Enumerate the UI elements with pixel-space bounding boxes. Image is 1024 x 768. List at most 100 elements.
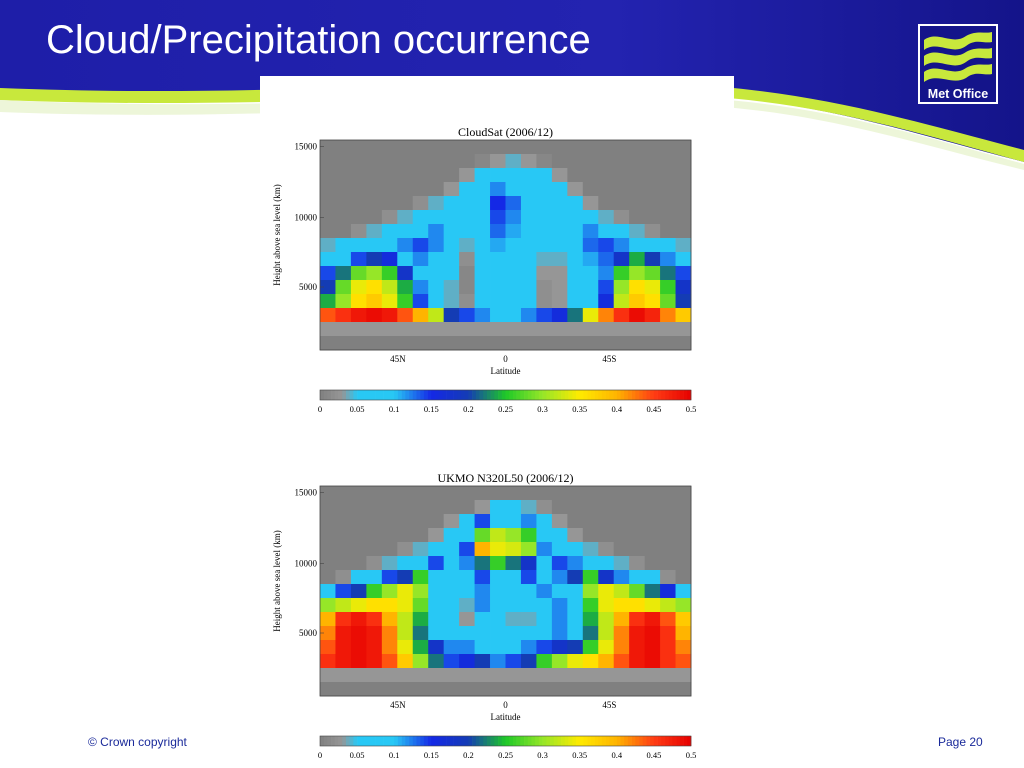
heatmap-cell [459, 486, 475, 501]
heatmap-cell [350, 308, 367, 323]
heatmap-cell [474, 280, 491, 295]
colorbar-tick-label: 0.4 [611, 404, 622, 414]
heatmap-cell [381, 182, 398, 197]
heatmap-cell [536, 682, 553, 697]
heatmap-cell [598, 308, 615, 323]
heatmap-cell [320, 612, 336, 627]
heatmap-cell [567, 154, 584, 169]
heatmap-cell [520, 626, 537, 641]
colorbar-segment [479, 736, 484, 746]
heatmap-cell [598, 336, 615, 351]
heatmap-cell [350, 640, 367, 655]
heatmap-cell [443, 196, 460, 211]
colorbar-segment [561, 736, 566, 746]
colorbar-segment [394, 736, 399, 746]
heatmap-cell [443, 308, 460, 323]
heatmap-cell [443, 668, 460, 683]
heatmap-cell [551, 500, 568, 515]
colorbar-segment [345, 736, 350, 746]
heatmap-cell [335, 196, 352, 211]
heatmap-cell [366, 668, 383, 683]
heatmap-cell [582, 294, 599, 309]
heatmap-cell [567, 486, 584, 501]
heatmap-cell [536, 570, 553, 585]
heatmap-cell [582, 252, 599, 267]
heatmap-cell [443, 154, 460, 169]
heatmap-cell [629, 500, 646, 515]
heatmap-cell [644, 182, 661, 197]
colorbar-segment [394, 390, 399, 400]
heatmap-cell [505, 682, 522, 697]
colorbar-segment [420, 736, 425, 746]
colorbar-segment [412, 390, 417, 400]
colorbar-segment [479, 390, 484, 400]
heatmap-cell [428, 654, 445, 669]
heatmap-cell [381, 168, 398, 183]
heatmap-cell [366, 556, 383, 571]
heatmap-cell [320, 668, 336, 683]
x-tick-label: 45N [390, 700, 406, 710]
heatmap-cell [567, 584, 584, 599]
heatmap-cell [520, 514, 537, 529]
heatmap-cell [567, 626, 584, 641]
heatmap-cell [520, 280, 537, 295]
heatmap-cell [350, 238, 367, 253]
colorbar-segment [605, 390, 610, 400]
heatmap-cell [582, 140, 599, 155]
heatmap-cell [335, 154, 352, 169]
heatmap-cell [567, 514, 584, 529]
x-tick-label: 0 [503, 700, 508, 710]
heatmap-cell [366, 168, 383, 183]
heatmap-cell [350, 570, 367, 585]
heatmap-cell [412, 266, 429, 281]
heatmap-cell [428, 308, 445, 323]
heatmap-cell [320, 556, 336, 571]
heatmap-cell [520, 570, 537, 585]
heatmap-cell [582, 154, 599, 169]
heatmap-cell [675, 598, 692, 613]
heatmap-cell [582, 168, 599, 183]
heatmap-cell [505, 280, 522, 295]
heatmap-cell [551, 252, 568, 267]
colorbar-segment [412, 736, 417, 746]
colorbar-tick-label: 0.25 [498, 404, 513, 414]
heatmap-cell [613, 322, 630, 337]
heatmap-cell [675, 682, 692, 697]
heatmap-cell [428, 640, 445, 655]
heatmap-cell [490, 322, 506, 337]
colorbar-segment [320, 736, 325, 746]
colorbar-segment [490, 390, 495, 400]
heatmap-cell [428, 154, 445, 169]
heatmap-cell [366, 584, 383, 599]
heatmap-cell [412, 584, 429, 599]
heatmap-cell [428, 224, 445, 239]
heatmap-cell [490, 252, 506, 267]
heatmap-cell [320, 528, 336, 543]
colorbar-segment [342, 390, 347, 400]
heatmap-cell [459, 252, 475, 267]
heatmap-cell [536, 336, 553, 351]
colorbar-segment [620, 390, 625, 400]
heatmap-cell [490, 238, 506, 253]
heatmap-cell [366, 682, 383, 697]
heatmap-cell [629, 168, 646, 183]
heatmap-cell [613, 210, 630, 225]
heatmap-cell [582, 584, 599, 599]
heatmap-cell [490, 640, 506, 655]
colorbar-segment [531, 736, 536, 746]
heatmap-chart-1: CloudSat (2006/12) 5000 10000 15000 45N 0 45S L… [272, 125, 696, 414]
heatmap-cell [350, 682, 367, 697]
colorbar-segment [561, 390, 566, 400]
heatmap-cell [335, 668, 352, 683]
colorbar-segment [579, 390, 584, 400]
colorbar-segment [353, 390, 358, 400]
heatmap-cell [412, 682, 429, 697]
heatmap-cell [397, 140, 414, 155]
y-tick-label: 10000 [295, 559, 318, 569]
heatmap-cell [536, 238, 553, 253]
logo-text: Met Office [928, 87, 988, 101]
colorbar-segment [320, 390, 325, 400]
heatmap-cell [490, 266, 506, 281]
heatmap-cell [629, 322, 646, 337]
heatmap-cell [551, 514, 568, 529]
